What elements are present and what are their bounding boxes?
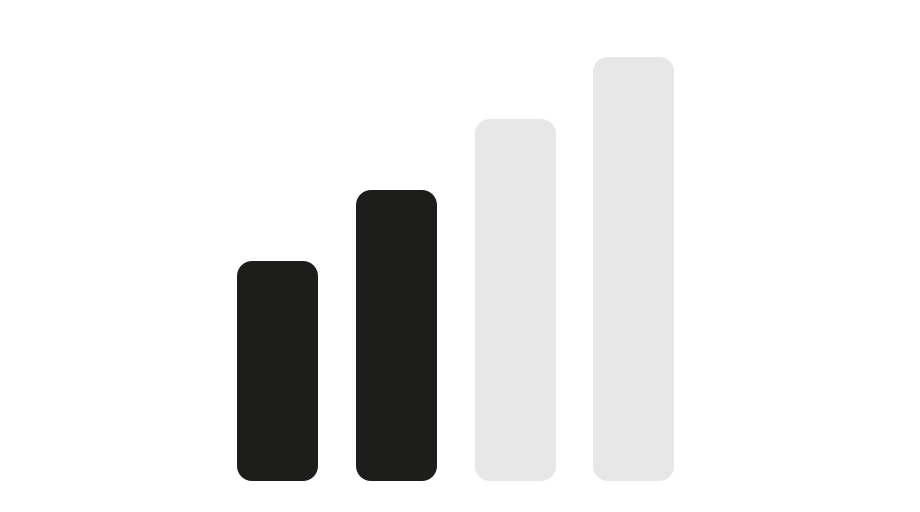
signal-bar-4 <box>593 57 674 481</box>
signal-bar-3 <box>475 119 556 481</box>
signal-bar-2 <box>356 190 437 481</box>
signal-bar-1 <box>237 261 318 481</box>
